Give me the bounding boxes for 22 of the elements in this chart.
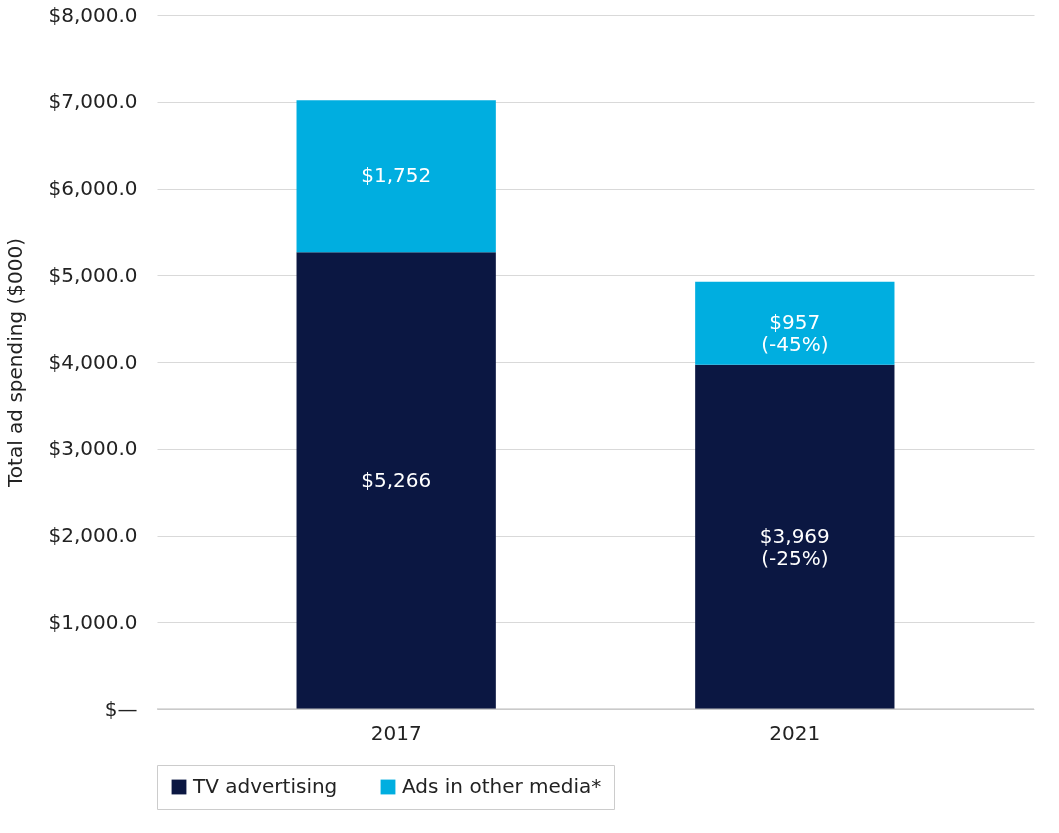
data-label: $1,752 — [361, 163, 432, 188]
y-tick-label: $— — [104, 696, 138, 721]
y-tick-label: $6,000.0 — [48, 176, 138, 200]
y-tick-label: $8,000.0 — [48, 2, 138, 27]
y-tick-label: $4,000.0 — [48, 349, 138, 374]
bar — [695, 364, 895, 709]
y-tick-label: $1,000.0 — [48, 609, 138, 634]
y-axis-title: Total ad spending ($000) — [3, 238, 28, 488]
x-tick-label: 2017 — [370, 720, 422, 745]
bar — [296, 252, 496, 709]
legend-label: Ads in other media* — [402, 774, 602, 798]
y-tick-label: $2,000.0 — [48, 523, 138, 547]
bar — [695, 281, 895, 365]
y-tick-label: $7,000.0 — [48, 89, 138, 114]
data-label: $3,969 (-25%) — [759, 523, 830, 570]
data-label: $957 (-45%) — [761, 310, 829, 357]
y-tick-label: $3,000.0 — [48, 436, 138, 461]
y-tick-label: $5,000.0 — [48, 262, 138, 287]
legend-label: TV advertising — [192, 774, 338, 798]
x-tick-label: 2021 — [769, 720, 821, 745]
bar — [296, 100, 496, 253]
data-label: $5,266 — [361, 467, 432, 492]
